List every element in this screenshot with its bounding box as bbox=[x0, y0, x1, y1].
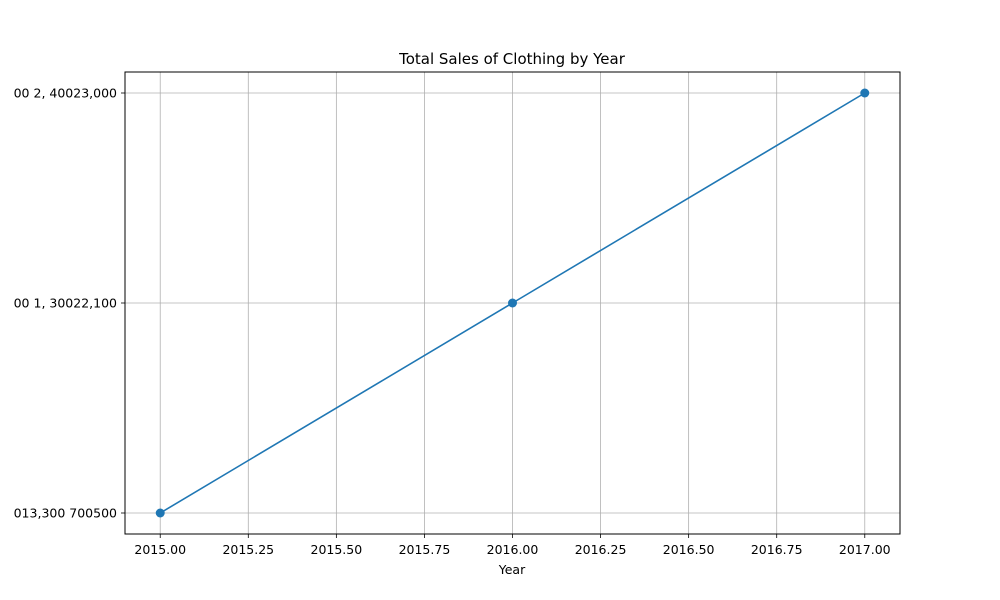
axis-ticks: 2015.00 2015.25 2015.50 2015.75 2016.00 2016.… bbox=[14, 86, 891, 558]
data-point bbox=[860, 88, 870, 98]
chart-title: Total Sales of Clothing by Year bbox=[398, 50, 626, 68]
series-layer bbox=[155, 88, 870, 518]
x-tick-label: 2015.50 bbox=[311, 542, 363, 557]
x-tick-label: 2016.00 bbox=[487, 542, 539, 557]
data-point bbox=[155, 508, 165, 518]
x-tick-label: 2017.00 bbox=[839, 542, 891, 557]
x-tick-label: 2015.00 bbox=[134, 542, 186, 557]
x-tick-label: 2016.75 bbox=[751, 542, 803, 557]
y-tick-label: 00 1, 30022,100 bbox=[14, 296, 117, 311]
x-axis-label: Year bbox=[498, 562, 526, 577]
data-point bbox=[508, 298, 517, 308]
y-tick-label: 00 2, 40023,000 bbox=[14, 86, 117, 101]
x-tick-label: 2015.75 bbox=[399, 542, 451, 557]
x-tick-label: 2016.50 bbox=[663, 542, 715, 557]
y-tick-label: 013,300 700500 bbox=[14, 506, 117, 521]
plot-frame bbox=[124, 71, 901, 535]
x-tick-label: 2015.25 bbox=[222, 542, 274, 557]
x-tick-label: 2016.25 bbox=[575, 542, 627, 557]
